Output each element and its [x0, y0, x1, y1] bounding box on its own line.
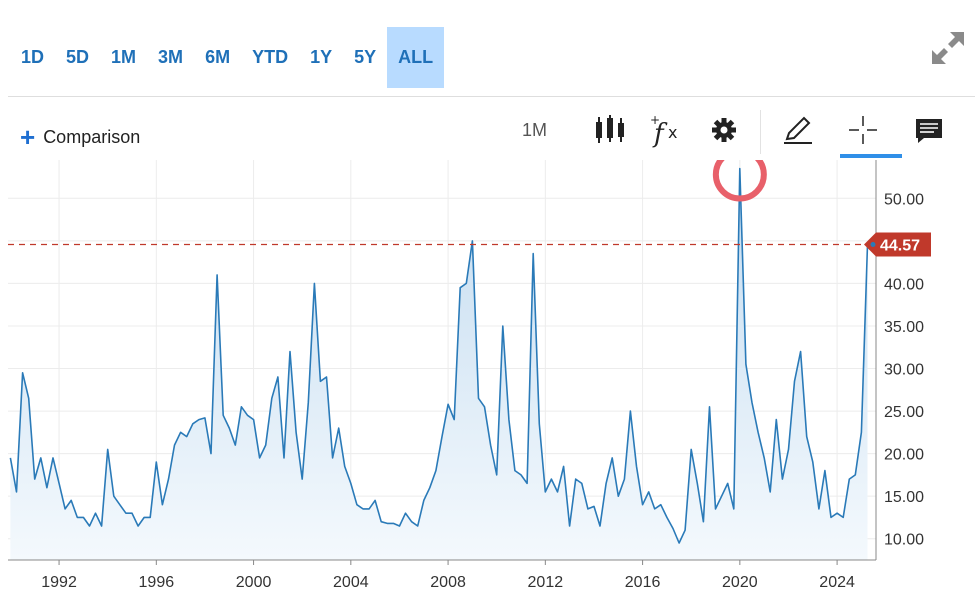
range-button-all[interactable]: ALL	[387, 27, 445, 88]
y-tick-label: 25.00	[884, 404, 924, 421]
y-tick-label: 40.00	[884, 276, 924, 293]
y-tick-label: 50.00	[884, 191, 924, 208]
comment-icon[interactable]	[912, 112, 948, 148]
svg-text:+: +	[650, 113, 660, 127]
x-tick-label: 2012	[528, 574, 564, 591]
gear-icon[interactable]	[706, 112, 742, 148]
expand-icon[interactable]	[928, 28, 968, 68]
range-button-1m[interactable]: 1M	[111, 47, 137, 67]
area-fill	[10, 168, 868, 560]
active-tool-indicator	[840, 154, 902, 158]
range-button-3m[interactable]: 3M	[158, 47, 184, 67]
pencil-icon[interactable]	[780, 112, 816, 148]
last-price-label: 44.57	[880, 238, 920, 255]
y-tick-label: 35.00	[884, 319, 924, 336]
axes: 10.0015.0020.0025.0030.0035.0040.0045.00…	[8, 160, 924, 591]
y-tick-label: 10.00	[884, 532, 924, 549]
x-tick-label: 2000	[236, 574, 272, 591]
x-tick-label: 2020	[722, 574, 758, 591]
range-button-6m[interactable]: 6M	[205, 47, 231, 67]
range-button-5y[interactable]: 5Y	[354, 47, 377, 67]
series-line	[9, 167, 869, 544]
x-tick-label: 2016	[625, 574, 661, 591]
y-tick-label: 20.00	[884, 447, 924, 464]
divider	[8, 96, 975, 97]
x-tick-label: 2024	[819, 574, 855, 591]
range-button-1y[interactable]: 1Y	[310, 47, 333, 67]
comparison-label: Comparison	[43, 126, 141, 147]
x-tick-label: 1992	[41, 574, 77, 591]
y-tick-label: 30.00	[884, 362, 924, 379]
comparison-button[interactable]: + Comparison	[20, 122, 140, 152]
plus-icon: +	[20, 122, 36, 152]
x-tick-label: 2004	[333, 574, 369, 591]
range-button-5d[interactable]: 5D	[66, 47, 90, 67]
interval-selector[interactable]: 1M	[522, 120, 548, 140]
x-tick-label: 1996	[139, 574, 175, 591]
toolbar-separator	[760, 110, 761, 154]
y-tick-label: 15.00	[884, 489, 924, 506]
svg-text:x: x	[668, 123, 677, 142]
fx-icon[interactable]: + f x	[648, 112, 684, 148]
crosshair-icon[interactable]	[845, 112, 881, 148]
highlight-circle	[712, 160, 767, 202]
price-chart[interactable]: 10.0015.0020.0025.0030.0035.0040.0045.00…	[0, 160, 975, 597]
candlestick-icon[interactable]	[592, 112, 628, 148]
range-selector: 1D 5D 1M 3M 6M YTD 1Y 5Y ALL	[10, 27, 445, 88]
range-button-ytd[interactable]: YTD	[252, 47, 289, 67]
last-price-badge: 44.57	[864, 232, 931, 257]
x-tick-label: 2008	[430, 574, 466, 591]
svg-text:f: f	[652, 119, 668, 148]
range-button-1d[interactable]: 1D	[21, 47, 45, 67]
